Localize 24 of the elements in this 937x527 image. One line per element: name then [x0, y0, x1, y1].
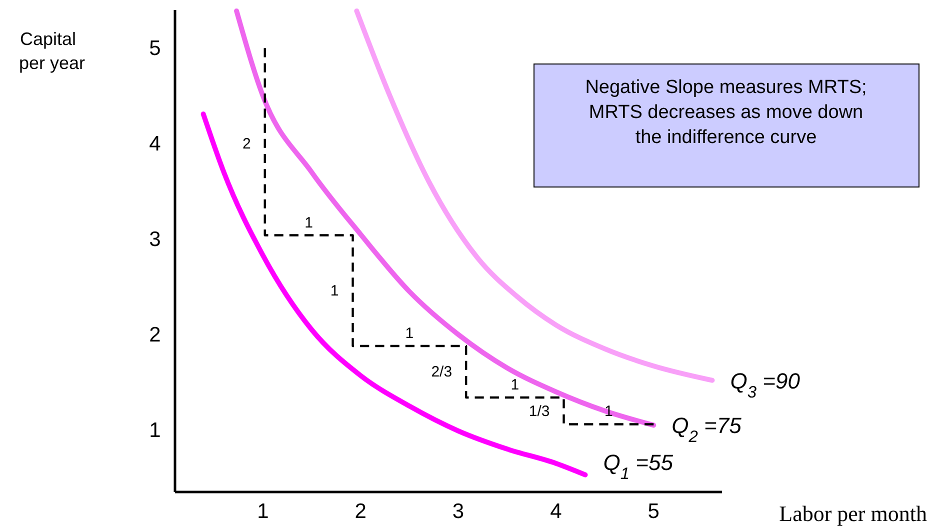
y-tick-label: 3 — [149, 228, 161, 252]
series-label: Q$_{2}$ =75 — [672, 413, 742, 446]
x-tick-label: 5 — [648, 500, 660, 523]
note-box: Negative Slope measures MRTS; MRTS decreases as move down the indifference curve — [534, 64, 920, 188]
series-label: Q$_{3}$ =90 — [730, 368, 801, 402]
x-tick-label: 2 — [354, 500, 366, 523]
annotation: Negative Slope measures MRTS; MRTS decreases as move down the indifference curve — [585, 77, 867, 148]
annotation: 2/3 — [431, 364, 452, 381]
series-label: Q$_{1}$ =55 — [603, 450, 674, 483]
y-axis-title: Capital per year — [18, 29, 86, 73]
y-tick-label: 2 — [149, 324, 161, 347]
annotation: 2 — [242, 136, 251, 153]
y-tick-label: 1 — [149, 418, 161, 442]
annotation: 1 — [405, 324, 414, 342]
annotation: 1 — [330, 282, 339, 300]
y-tick-label: 5 — [149, 37, 161, 60]
x-axis-title: Labor per month — [779, 501, 927, 526]
annotation: 1 — [510, 376, 520, 394]
x-tick-label: 1 — [257, 500, 269, 523]
annotation: 1/3 — [528, 402, 550, 420]
x-tick-label: 3 — [452, 500, 464, 523]
annotation: 1 — [304, 214, 313, 232]
y-tick-label: 4 — [149, 132, 162, 156]
x-tick-label: 4 — [550, 500, 562, 523]
